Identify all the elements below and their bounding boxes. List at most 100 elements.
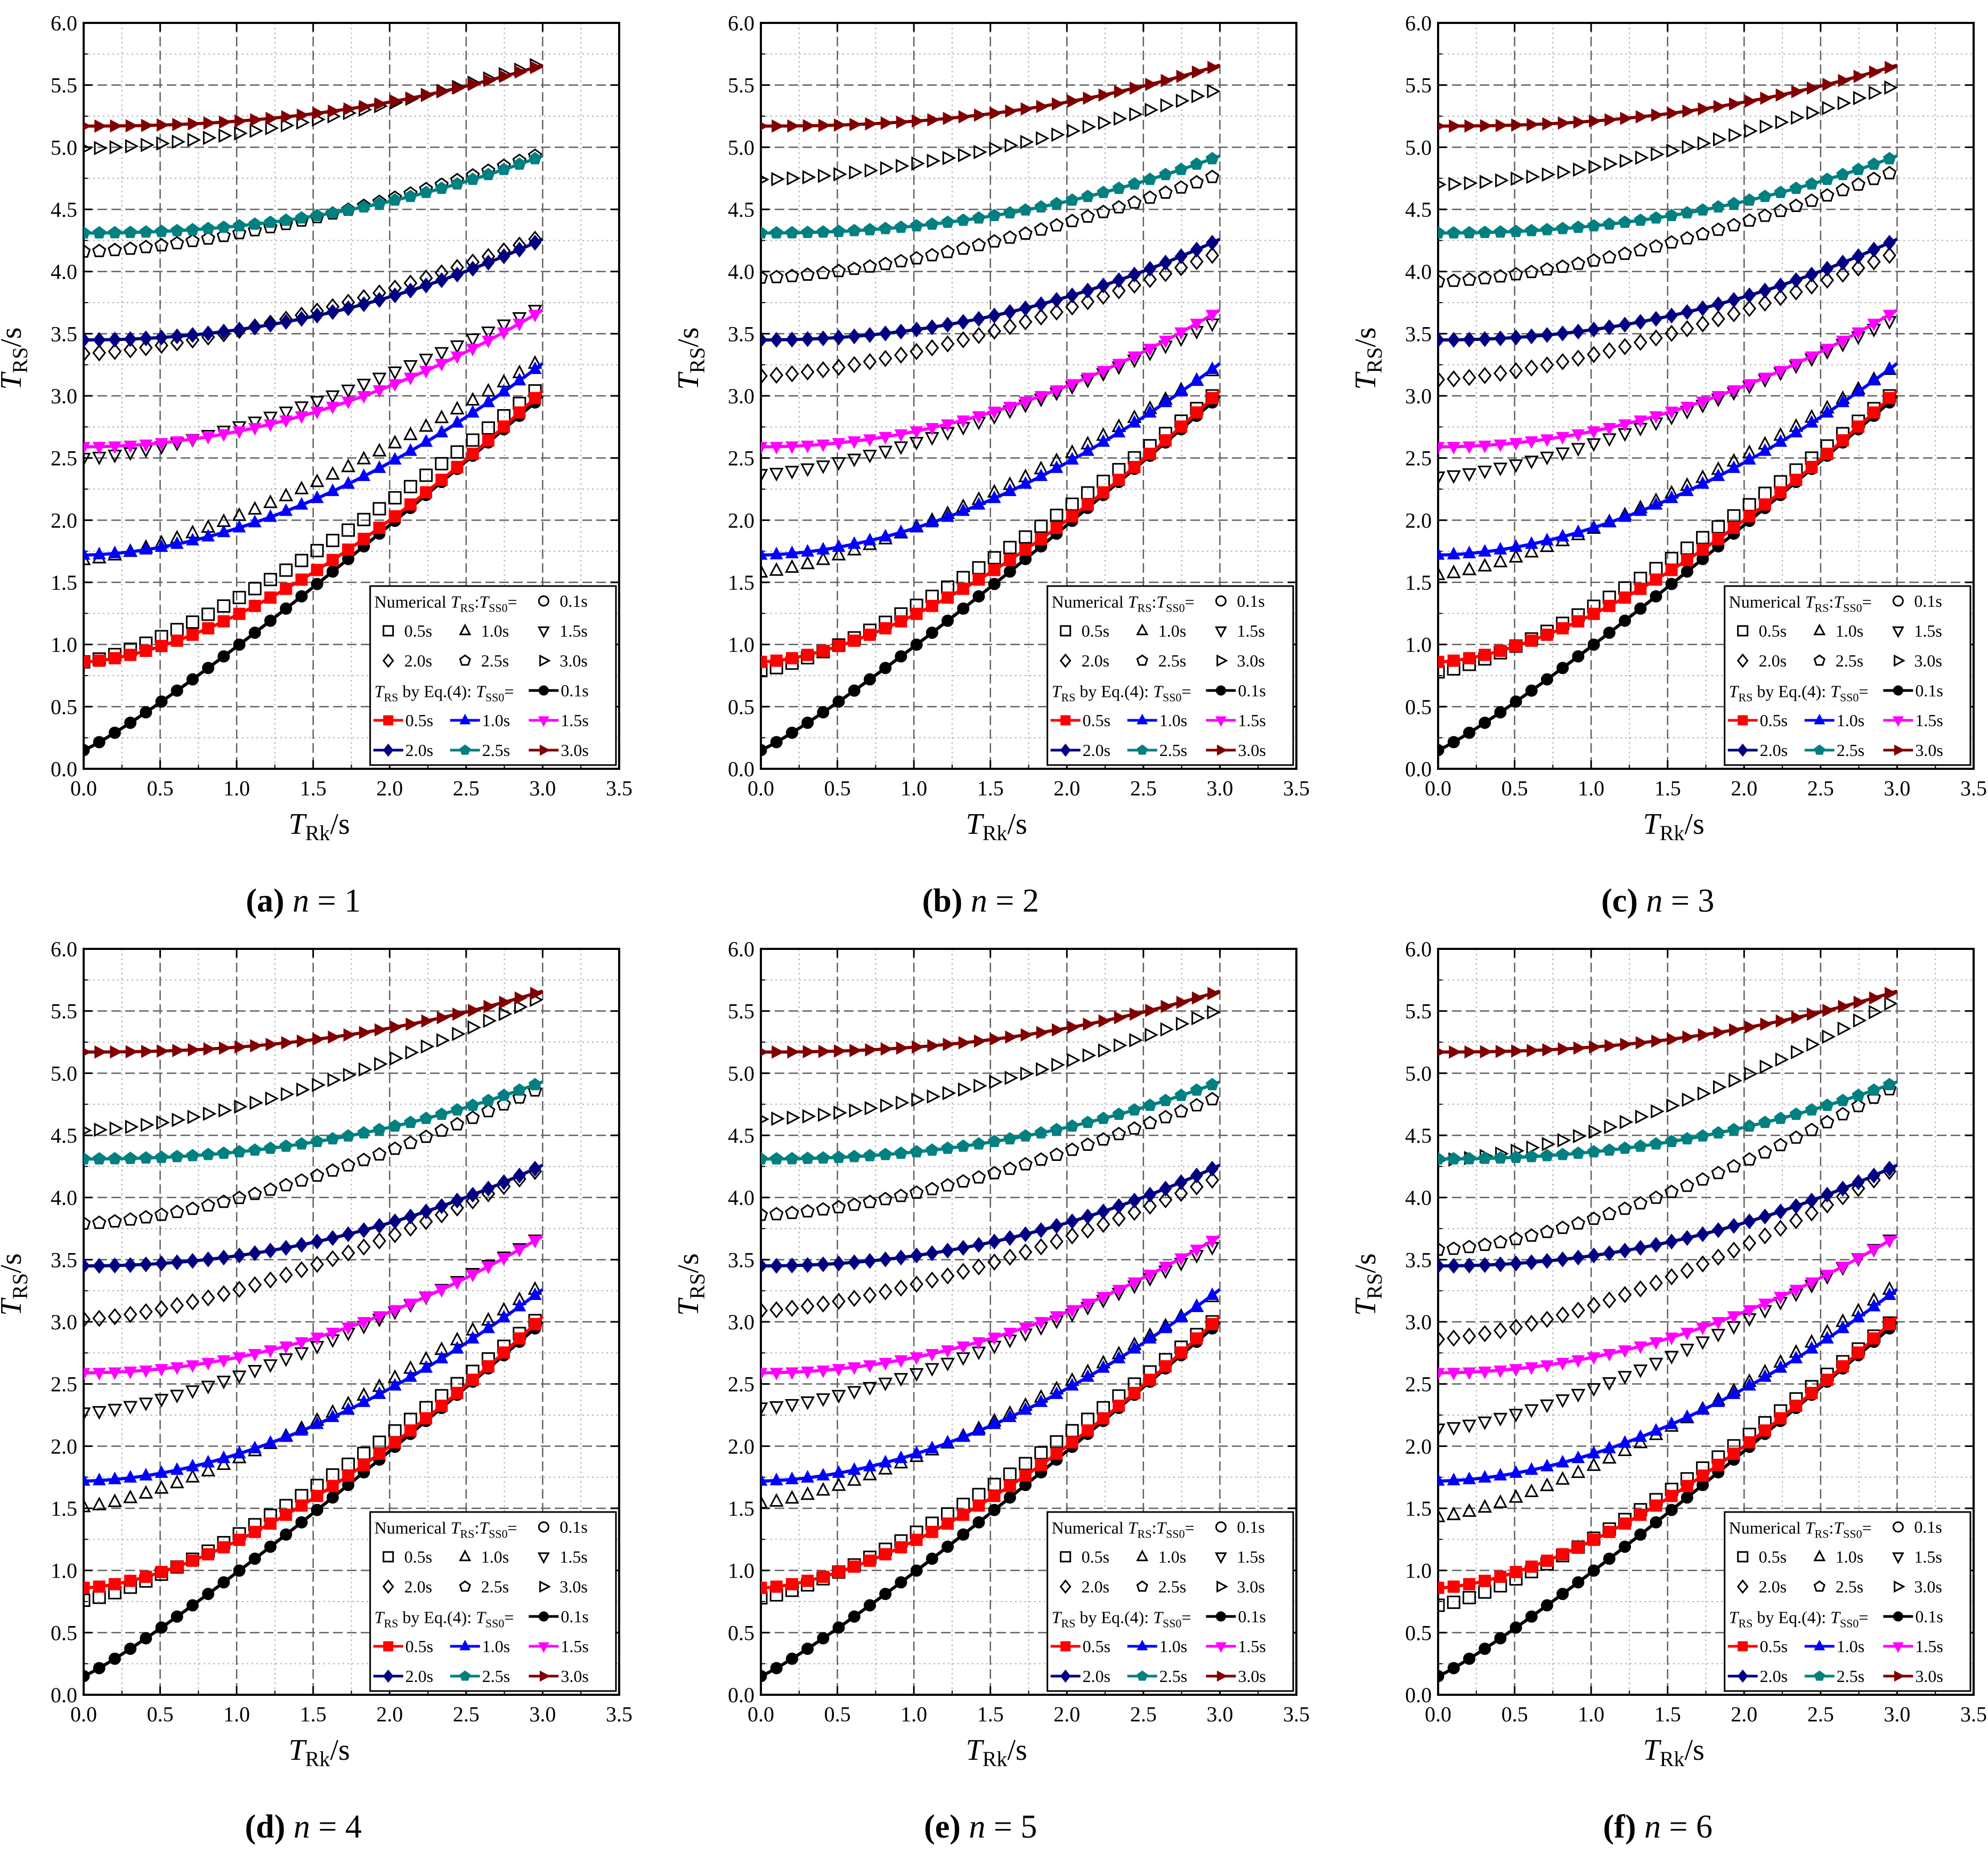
numerical-point <box>294 481 309 494</box>
equation-point <box>466 1186 480 1203</box>
numerical-point <box>1586 438 1601 452</box>
equation-point <box>769 226 783 239</box>
equation-series-1.0s <box>84 1287 544 1486</box>
numerical-point <box>1003 1248 1017 1266</box>
equation-point <box>328 1030 341 1044</box>
numerical-point <box>1540 1224 1554 1238</box>
equation-point <box>451 1192 464 1209</box>
legend-numerical-label: 0.1s <box>1914 1517 1942 1537</box>
numerical-point <box>1446 1506 1461 1521</box>
numerical-point <box>280 1087 295 1102</box>
equation-point <box>1618 1435 1632 1448</box>
equation-point <box>1696 396 1710 410</box>
numerical-point <box>769 562 784 576</box>
legend-numerical-label: 2.5s <box>1836 651 1863 670</box>
equation-point <box>124 544 137 557</box>
numerical-point <box>1744 1066 1758 1081</box>
numerical-point <box>989 141 1003 156</box>
equation-point <box>93 1662 106 1675</box>
numerical-point <box>1680 320 1694 338</box>
numerical-point <box>403 426 418 441</box>
equation-point <box>1820 405 1834 418</box>
equation-point <box>1853 995 1867 1009</box>
numerical-point <box>894 1188 908 1202</box>
legend-numerical-marker <box>383 625 394 637</box>
equation-point <box>1589 1040 1602 1054</box>
equation-point <box>1145 77 1158 91</box>
legend-numerical-marker <box>382 1579 394 1594</box>
numerical-point <box>154 238 169 251</box>
equation-point <box>264 316 277 333</box>
equation-point <box>1495 119 1508 132</box>
numerical-point <box>1050 1232 1064 1250</box>
legend-equation-marker <box>538 716 549 727</box>
numerical-point <box>800 1297 815 1315</box>
numerical-point <box>816 1482 831 1496</box>
equation-point <box>466 1270 480 1282</box>
equation-point <box>1697 543 1709 556</box>
numerical-point <box>1571 1388 1586 1403</box>
numerical-point <box>1174 180 1188 194</box>
numerical-point <box>1695 1255 1710 1273</box>
numerical-point <box>927 153 941 168</box>
equation-point <box>513 1332 526 1345</box>
equation-point <box>513 157 526 170</box>
equation-point <box>1463 652 1475 664</box>
panel-caption: (b) n = 2 <box>922 883 1039 919</box>
legend-equation-label: 1.5s <box>1238 711 1265 730</box>
equation-point <box>879 325 892 342</box>
equation-point <box>1035 1458 1048 1471</box>
y-tick-label: 3.0 <box>51 384 77 408</box>
numerical-point <box>154 1480 169 1494</box>
numerical-point <box>1462 1327 1476 1345</box>
y-axis-label-symbol: T <box>1349 371 1382 390</box>
numerical-point <box>310 1168 324 1182</box>
y-tick-label: 3.5 <box>1405 322 1432 346</box>
equation-series-2.5s <box>1438 1078 1898 1165</box>
equation-point <box>372 460 386 473</box>
equation-point <box>280 1528 293 1541</box>
numerical-point <box>325 390 340 404</box>
y-tick-label: 4.5 <box>1405 1124 1432 1148</box>
numerical-point <box>847 1197 862 1211</box>
equation-point <box>139 1256 152 1273</box>
equation-point <box>372 197 386 209</box>
y-tick-label: 0.5 <box>728 1621 754 1645</box>
equation-point <box>357 1394 371 1407</box>
numerical-point <box>1493 1412 1508 1427</box>
numerical-point <box>248 582 262 596</box>
equation-point <box>912 114 924 128</box>
equation-series-1.5s <box>84 308 543 455</box>
equation-point <box>1205 310 1219 323</box>
equation-point <box>1097 1412 1110 1425</box>
equation-point <box>186 327 199 343</box>
numerical-point <box>1555 1471 1570 1485</box>
equation-point <box>295 211 309 224</box>
numerical-point <box>403 479 417 493</box>
equation-point <box>1587 321 1601 338</box>
legend-equation-header: TRS by Eq.(4): TSS0= <box>1729 681 1869 704</box>
numerical-point <box>1051 1058 1065 1072</box>
equation-point <box>1852 327 1865 340</box>
y-tick-label: 1.5 <box>51 571 77 595</box>
numerical-point <box>92 1215 107 1229</box>
numerical-point <box>216 1456 231 1470</box>
equation-point <box>217 650 230 663</box>
y-tick-label: 1.0 <box>728 633 754 657</box>
numerical-point <box>263 1271 278 1289</box>
equation-point <box>761 226 768 239</box>
equation-point <box>761 442 768 455</box>
equation-point <box>1097 1203 1110 1220</box>
numerical-point <box>141 137 155 152</box>
equation-point <box>1836 1181 1849 1197</box>
equation-point <box>264 1242 277 1259</box>
equation-point <box>910 1352 923 1365</box>
numerical-point <box>1158 185 1173 199</box>
equation-point <box>1174 384 1188 397</box>
equation-point <box>435 1285 449 1298</box>
numerical-point <box>1065 214 1080 227</box>
numerical-point <box>92 344 107 362</box>
equation-point <box>481 1262 495 1274</box>
legend-numerical-marker <box>1059 653 1072 668</box>
equation-point <box>1649 1137 1663 1150</box>
